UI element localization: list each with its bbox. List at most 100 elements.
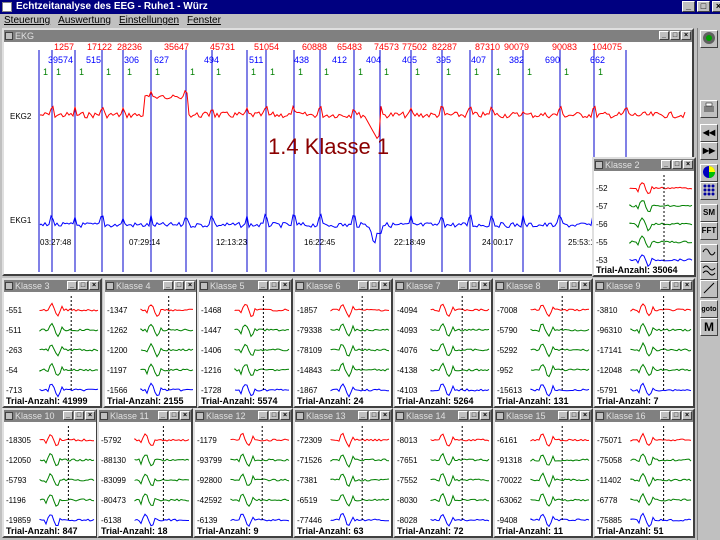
minimize-button[interactable]: _	[358, 411, 368, 420]
maximize-button[interactable]: □	[269, 281, 279, 290]
menu-einstellungen[interactable]: Einstellungen	[118, 15, 180, 26]
time-label: 12:13:23	[216, 238, 248, 247]
minimize-button[interactable]: _	[358, 281, 368, 290]
menu-fenster[interactable]: Fenster	[187, 15, 221, 26]
maximize-button[interactable]: □	[671, 411, 681, 420]
traffic-light-button[interactable]	[700, 30, 718, 48]
close-button[interactable]: ×	[580, 411, 590, 420]
rewind-button[interactable]: ◀◀	[700, 124, 718, 142]
goto-button[interactable]: goto	[700, 300, 718, 318]
maximize-button[interactable]: □	[569, 281, 579, 290]
minimize-button[interactable]: _	[660, 411, 670, 420]
class-trace	[330, 454, 390, 468]
close-button[interactable]: ×	[280, 411, 290, 420]
minimize-button[interactable]: _	[659, 31, 669, 40]
channel-value: -15613	[497, 386, 522, 395]
minimize-button[interactable]: _	[258, 411, 268, 420]
channel-value: -1197	[107, 366, 127, 375]
channel-value: -9408	[497, 516, 518, 525]
close-button[interactable]: ×	[712, 1, 720, 12]
class-marker: 1	[598, 67, 603, 77]
line-button[interactable]	[700, 280, 718, 298]
minimize-button[interactable]: _	[67, 281, 77, 290]
close-button[interactable]: ×	[380, 281, 390, 290]
wave-multi-button[interactable]	[700, 262, 718, 280]
class-trace	[140, 323, 194, 337]
channel-value: -6519	[297, 496, 318, 505]
menu-steuerung[interactable]: Steuerung	[4, 15, 51, 26]
maximize-button[interactable]: □	[369, 281, 379, 290]
class-trace	[630, 432, 692, 446]
class-panel-title: Klasse 7	[406, 281, 441, 291]
close-button[interactable]: ×	[683, 160, 693, 169]
window-icon	[106, 282, 114, 290]
close-button[interactable]: ×	[480, 281, 490, 290]
forward-button[interactable]: ▶▶	[700, 142, 718, 160]
minimize-button[interactable]: _	[258, 281, 268, 290]
channel-value: -5292	[497, 346, 518, 355]
maximize-button[interactable]: □	[697, 1, 710, 12]
printer-button[interactable]	[700, 100, 718, 118]
close-button[interactable]: ×	[180, 411, 190, 420]
maximize-button[interactable]: □	[670, 31, 680, 40]
beat-number-interval: 39574	[48, 55, 73, 65]
channel-value: -263	[6, 346, 23, 355]
maximize-button[interactable]: □	[469, 411, 479, 420]
minimize-button[interactable]: _	[558, 281, 568, 290]
fft-button[interactable]: FFT	[700, 222, 718, 240]
beat-number-top: 90079	[504, 42, 529, 52]
maximize-button[interactable]: □	[671, 281, 681, 290]
minimize-button[interactable]: _	[661, 160, 671, 169]
close-button[interactable]: ×	[480, 411, 490, 420]
minimize-button[interactable]: _	[63, 411, 73, 420]
close-button[interactable]: ×	[85, 411, 95, 420]
maximize-button[interactable]: □	[469, 281, 479, 290]
channel-value: -3810	[597, 306, 618, 315]
class-trace	[430, 322, 490, 337]
minimize-button[interactable]: _	[558, 411, 568, 420]
channel-value: -7552	[397, 476, 418, 485]
right-toolbar: ◀◀ ▶▶ SM FFT goto M	[697, 28, 720, 540]
wave-button[interactable]	[700, 244, 718, 262]
maximize-button[interactable]: □	[174, 281, 184, 290]
close-button[interactable]: ×	[682, 281, 692, 290]
maximize-button[interactable]: □	[672, 160, 682, 169]
minimize-button[interactable]: _	[163, 281, 173, 290]
maximize-button[interactable]: □	[569, 411, 579, 420]
trial-count: Trial-Anzahl: 5574	[201, 396, 278, 406]
m-button[interactable]: M	[700, 318, 718, 336]
maximize-button[interactable]: □	[74, 411, 84, 420]
maximize-button[interactable]: □	[269, 411, 279, 420]
maximize-button[interactable]: □	[369, 411, 379, 420]
close-button[interactable]: ×	[681, 31, 691, 40]
maximize-button[interactable]: □	[169, 411, 179, 420]
minimize-button[interactable]: _	[458, 411, 468, 420]
minimize-button[interactable]: _	[458, 281, 468, 290]
sm-button[interactable]: SM	[700, 204, 718, 222]
close-button[interactable]: ×	[580, 281, 590, 290]
minimize-button[interactable]: _	[158, 411, 168, 420]
class-trace	[330, 494, 390, 507]
class-panel-title: Klasse 15	[506, 411, 546, 421]
channel-value: -8028	[397, 516, 418, 525]
close-button[interactable]: ×	[280, 281, 290, 290]
color-circle-button[interactable]	[700, 164, 718, 182]
grid-button[interactable]	[700, 182, 718, 200]
channel-value: -511	[6, 326, 22, 335]
maximize-button[interactable]: □	[78, 281, 88, 290]
minimize-button[interactable]: _	[660, 281, 670, 290]
minimize-button[interactable]: _	[682, 1, 695, 12]
close-button[interactable]: ×	[682, 411, 692, 420]
class-panel: Klasse 2 _ □ × -52 -57 -56 -55 -53 Trial-Anzahl: …	[592, 157, 696, 277]
close-button[interactable]: ×	[185, 281, 195, 290]
class-panel-title: Klasse 12	[206, 411, 246, 421]
close-button[interactable]: ×	[380, 411, 390, 420]
class-trace	[430, 452, 490, 466]
menu-auswertung[interactable]: Auswertung	[58, 15, 111, 26]
channel-value: -54	[6, 366, 18, 375]
close-button[interactable]: ×	[89, 281, 99, 290]
beat-number-top: 45731	[210, 42, 235, 52]
beat-number-interval: 306	[124, 55, 139, 65]
